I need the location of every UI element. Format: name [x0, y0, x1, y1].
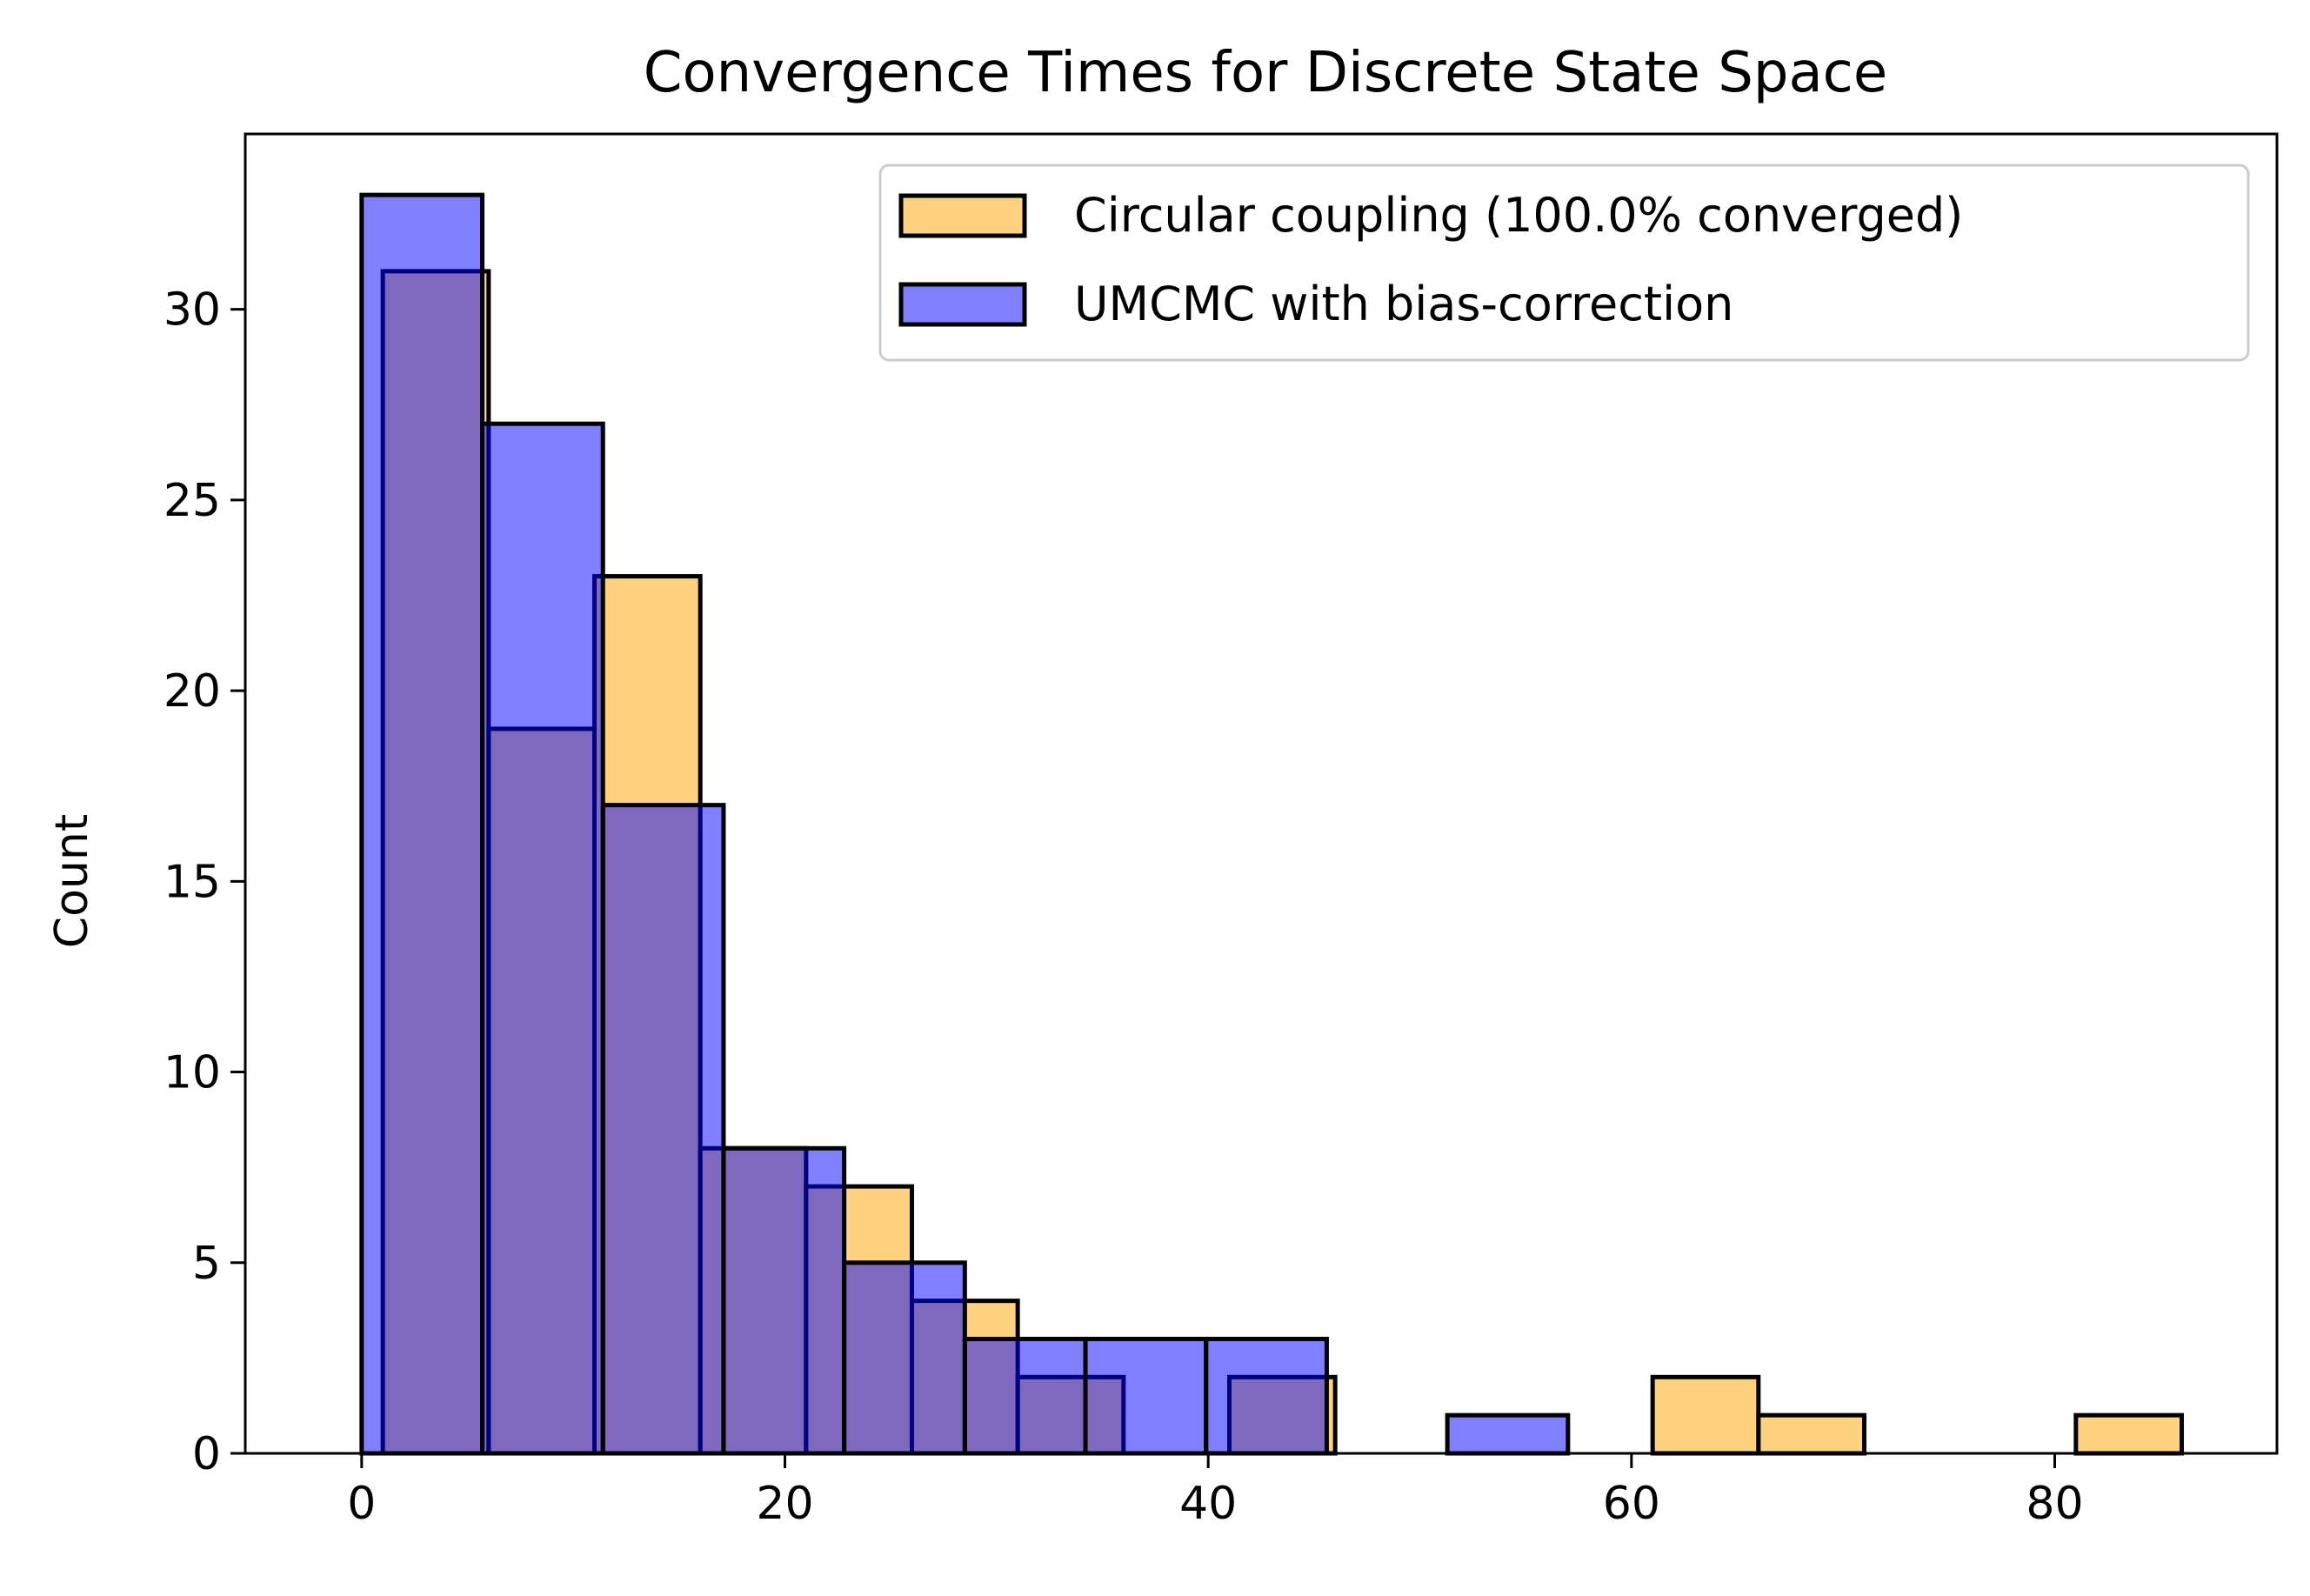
x-tick-label-1: 20 — [756, 1478, 813, 1530]
x-axis: 0 20 40 60 80 — [347, 1453, 2084, 1530]
y-tick-label-4: 20 — [164, 665, 221, 718]
bar-series1-bin1 — [480, 421, 605, 1456]
bar-series0-bin16 — [2073, 1412, 2184, 1456]
legend-box — [878, 164, 2250, 362]
series-1 — [359, 192, 1571, 1456]
bar-series1-bin3 — [721, 1145, 847, 1456]
bar-series1-bin7 — [1204, 1336, 1329, 1456]
bar-series1-bin4 — [842, 1260, 967, 1456]
bar-series0-bin12 — [1650, 1374, 1761, 1456]
bar-series0-bin13 — [1756, 1412, 1867, 1456]
bar-series1-bin9 — [1445, 1412, 1571, 1456]
y-tick-label-5: 25 — [164, 475, 221, 527]
bar-series1-bin5 — [962, 1336, 1088, 1456]
x-tick-label-3: 60 — [1603, 1478, 1660, 1530]
y-tick-label-0: 0 — [192, 1428, 221, 1480]
y-tick-label-1: 5 — [192, 1238, 221, 1290]
legend-label-1: UMCMC with bias-correction — [1074, 277, 1733, 331]
chart-title: Convergence Times for Discrete State Spa… — [644, 41, 1887, 105]
bars-layer — [359, 192, 2184, 1456]
x-tick-label-0: 0 — [347, 1478, 376, 1530]
plot-frame — [244, 132, 2279, 1455]
x-tick-label-4: 80 — [2026, 1478, 2083, 1530]
legend-label-0: Circular coupling (100.0% converged) — [1074, 188, 1963, 243]
bar-series1-bin6 — [1083, 1336, 1209, 1456]
legend-swatch-0 — [898, 193, 1027, 238]
bar-series1-bin2 — [600, 803, 726, 1456]
legend-swatch-1 — [898, 282, 1027, 327]
y-tick-label-3: 15 — [164, 856, 221, 908]
bar-series1-bin0 — [359, 192, 485, 1456]
x-tick-label-2: 40 — [1179, 1478, 1237, 1530]
y-axis-label: Count — [46, 814, 98, 948]
y-axis: 0 5 10 15 20 25 30 — [164, 284, 245, 1480]
y-tick-label-2: 10 — [164, 1047, 221, 1099]
legend: Circular coupling (100.0% converged) UMCM… — [878, 164, 2250, 362]
y-tick-label-6: 30 — [164, 284, 221, 337]
